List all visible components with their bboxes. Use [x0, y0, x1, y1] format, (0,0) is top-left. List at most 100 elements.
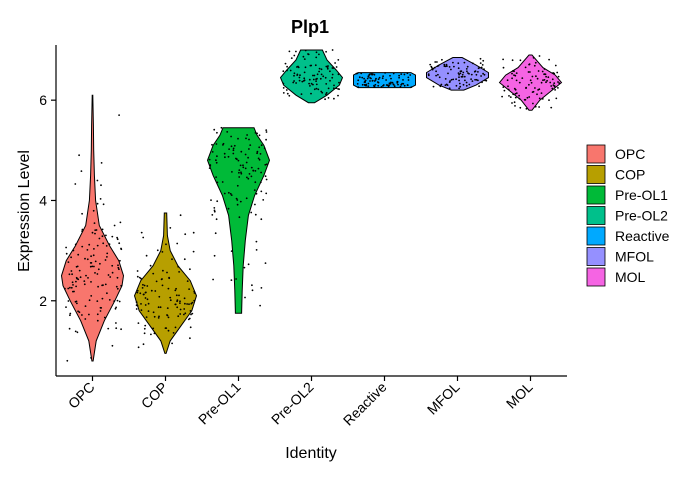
legend-item: MFOL — [586, 247, 654, 266]
data-point — [81, 228, 84, 231]
data-point — [367, 76, 370, 78]
data-point — [100, 162, 103, 164]
data-point — [316, 73, 319, 76]
data-point — [87, 277, 89, 279]
data-point — [483, 68, 485, 70]
data-point — [191, 312, 194, 315]
data-point — [293, 54, 296, 57]
data-point — [260, 144, 263, 147]
data-point — [285, 89, 288, 91]
data-point — [215, 159, 217, 162]
data-point — [374, 83, 377, 86]
data-point — [96, 202, 99, 205]
data-point — [513, 87, 516, 90]
data-point — [115, 327, 118, 330]
data-point — [183, 313, 185, 316]
data-point — [119, 259, 121, 262]
data-point — [183, 297, 186, 300]
data-point — [160, 278, 163, 281]
data-point — [441, 58, 443, 61]
data-point — [293, 74, 295, 77]
data-point — [96, 273, 99, 275]
data-point — [264, 175, 267, 178]
data-point — [457, 62, 460, 65]
data-point — [324, 76, 327, 79]
data-point — [459, 70, 462, 73]
data-point — [484, 79, 486, 82]
data-point — [536, 77, 539, 80]
data-point — [150, 333, 152, 336]
data-point — [375, 77, 377, 80]
data-point — [88, 299, 91, 302]
data-point — [116, 236, 118, 239]
data-point — [361, 83, 364, 86]
data-point — [86, 249, 89, 251]
legend-label: COP — [615, 167, 645, 183]
violin-group-mfol — [426, 57, 489, 91]
data-point — [120, 328, 122, 331]
data-point — [246, 176, 248, 179]
data-point — [265, 129, 268, 132]
data-point — [506, 79, 509, 82]
data-point — [519, 59, 522, 62]
data-point — [463, 75, 466, 78]
data-point — [407, 76, 410, 79]
data-point — [374, 79, 377, 81]
data-point — [178, 294, 180, 297]
data-point — [540, 81, 543, 84]
data-point — [149, 264, 152, 267]
data-point — [247, 263, 250, 266]
data-point — [141, 287, 144, 289]
data-point — [94, 229, 97, 232]
data-point — [81, 314, 83, 316]
data-point — [254, 203, 256, 206]
data-point — [255, 249, 258, 251]
data-point — [97, 285, 99, 288]
data-point — [100, 307, 103, 309]
data-point — [548, 99, 550, 101]
data-point — [286, 65, 288, 68]
data-point — [312, 74, 314, 77]
data-point — [99, 310, 102, 312]
data-point — [230, 194, 233, 197]
data-point — [315, 87, 318, 90]
data-point — [361, 76, 364, 79]
data-point — [260, 171, 262, 174]
data-point — [427, 73, 430, 75]
data-point — [240, 171, 242, 174]
data-point — [464, 79, 466, 82]
data-point — [549, 81, 552, 84]
data-point — [471, 80, 474, 82]
data-point — [519, 106, 522, 109]
data-point — [449, 80, 451, 82]
violin-shape — [426, 57, 489, 91]
data-point — [230, 250, 233, 253]
data-point — [66, 359, 69, 362]
data-point — [298, 79, 301, 82]
data-point — [238, 216, 241, 219]
data-point — [533, 64, 536, 67]
data-point — [247, 156, 250, 159]
violin-group-pre-ol1 — [206, 126, 271, 314]
data-point — [400, 83, 403, 86]
data-point — [398, 74, 400, 77]
data-point — [254, 213, 257, 216]
data-point — [315, 56, 318, 59]
data-point — [447, 72, 449, 75]
data-point — [436, 65, 439, 67]
data-point — [530, 81, 533, 84]
data-point — [529, 71, 531, 73]
data-point — [171, 258, 173, 261]
data-point — [262, 199, 265, 201]
data-point — [118, 114, 120, 116]
data-point — [158, 315, 160, 318]
data-point — [465, 84, 468, 87]
data-point — [329, 70, 331, 73]
data-point — [74, 183, 77, 185]
data-point — [143, 284, 146, 287]
violin-shape — [206, 127, 271, 314]
data-point — [282, 70, 285, 73]
data-point — [357, 79, 360, 82]
data-point — [373, 86, 376, 88]
data-point — [526, 96, 529, 99]
